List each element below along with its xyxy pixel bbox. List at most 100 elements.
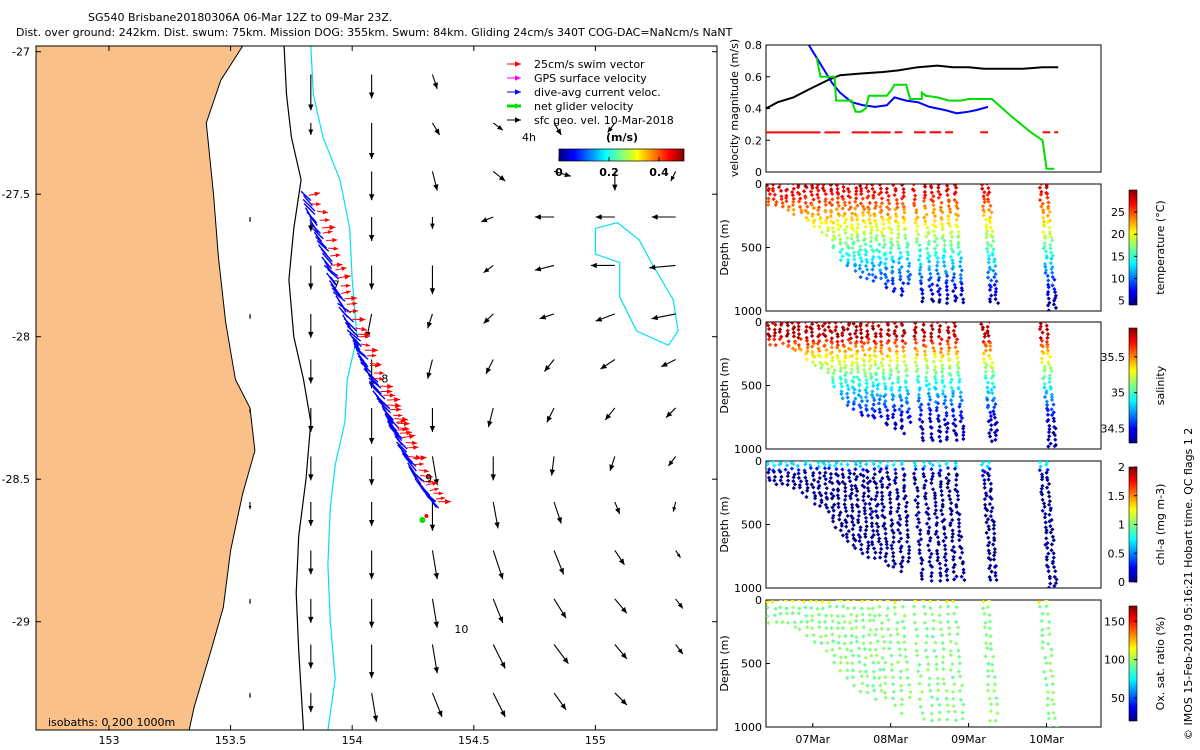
profile-point: [992, 564, 998, 570]
profile-point: [885, 205, 890, 210]
profile-point: [884, 285, 889, 290]
profile-point: [948, 373, 953, 378]
profile-point: [858, 323, 863, 329]
profile-point: [803, 322, 808, 324]
profile-point: [830, 519, 836, 524]
profile-point: [919, 402, 924, 407]
profile-point: [845, 257, 851, 263]
profile-point: [843, 489, 848, 494]
profile-point: [1044, 661, 1049, 666]
profile-point: [927, 394, 932, 399]
profile-point: [929, 477, 934, 482]
profile-point: [864, 184, 870, 187]
profile-point: [866, 413, 871, 418]
profile-point: [985, 197, 991, 202]
profile-point: [936, 334, 942, 339]
profile-point: [954, 432, 959, 438]
swim-vector-head: [438, 491, 444, 496]
profile-point: [853, 331, 858, 336]
profile-point: [980, 204, 986, 209]
profile-point: [823, 191, 828, 197]
profile-point: [1041, 215, 1046, 220]
profile-point: [796, 475, 802, 480]
profile-point: [987, 466, 992, 471]
profile-point: [828, 471, 834, 477]
profile-point: [859, 542, 864, 547]
profile-point: [986, 199, 991, 204]
profile-point: [988, 215, 993, 220]
profile-point: [840, 338, 845, 344]
profile-point: [926, 239, 931, 244]
profile-point: [792, 472, 797, 477]
profile-point: [791, 199, 796, 204]
depth-tick-label: 500: [741, 242, 762, 255]
title-line-1: SG540 Brisbane20180306A 06-Mar 12Z to 09…: [88, 11, 392, 24]
profile-point: [833, 328, 838, 333]
profile-point: [942, 681, 947, 686]
profile-point: [869, 515, 874, 520]
geo-vector-head: [308, 129, 314, 135]
profile-point: [995, 702, 1000, 707]
geo-vector-head: [308, 331, 314, 338]
profile-point: [801, 600, 806, 604]
profile-point: [874, 238, 879, 243]
profile-point: [950, 249, 956, 254]
profile-point: [833, 236, 838, 241]
time-axis: 07Mar 08Mar 09Mar 10Mar: [795, 723, 1064, 746]
profile-point: [868, 376, 874, 381]
profile-point: [943, 422, 948, 427]
profile-point: [872, 213, 877, 218]
profile-point: [913, 346, 918, 351]
swim-vector-head: [325, 218, 330, 223]
profile-point: [933, 508, 939, 513]
profile-point: [876, 524, 881, 529]
profile-point: [932, 493, 938, 498]
y-tick-label: -27: [12, 46, 30, 59]
dac-vector: [330, 283, 341, 296]
profile-point: [811, 490, 817, 495]
profile-point: [850, 211, 855, 216]
profile-point: [872, 556, 877, 561]
profile-point: [836, 620, 841, 625]
profile-point: [894, 324, 899, 329]
profile-point: [993, 297, 998, 302]
profile-point: [935, 535, 940, 540]
profile-point: [887, 363, 892, 368]
geo-vector-head: [368, 92, 375, 99]
profile-point: [833, 471, 839, 477]
profile-point: [863, 655, 868, 660]
profile-point: [956, 252, 961, 257]
dac-vector: [313, 231, 323, 242]
profile-point: [887, 220, 892, 226]
profile-point: [863, 532, 868, 537]
profile-point: [804, 633, 810, 638]
profile-point: [921, 604, 927, 609]
profile-point: [853, 546, 858, 551]
profile-point: [921, 343, 926, 348]
profile-point: [982, 360, 987, 365]
profile-point: [808, 325, 813, 330]
profile-point: [858, 405, 863, 410]
profile-point: [1042, 368, 1047, 374]
profile-point: [986, 674, 991, 679]
profile-point: [885, 600, 890, 603]
swim-vector-head: [341, 266, 347, 272]
profile-point: [920, 327, 925, 333]
profile-point: [849, 648, 854, 654]
profile-point: [956, 234, 961, 240]
profile-point: [851, 241, 856, 247]
profile-point: [840, 254, 845, 259]
profile-point: [955, 224, 960, 229]
profile-point: [988, 514, 993, 519]
profile-point: [860, 551, 865, 556]
profile-point: [903, 494, 908, 499]
profile-point: [940, 363, 945, 368]
profile-point: [1039, 486, 1044, 491]
profile-point: [849, 232, 854, 237]
profile-point: [783, 461, 789, 464]
profile-point: [825, 361, 830, 367]
legend-swatch-head: [515, 89, 521, 95]
profile-point: [841, 184, 845, 186]
profile-point: [840, 247, 845, 252]
profile-point: [858, 547, 864, 552]
